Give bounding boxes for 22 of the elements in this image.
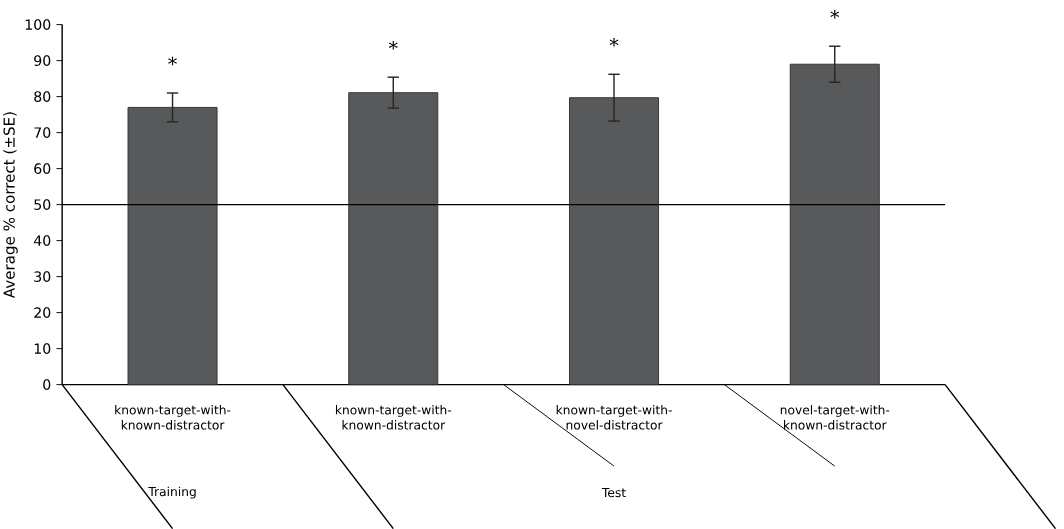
y-tick-label: 90 bbox=[34, 55, 51, 66]
y-tick-label: 80 bbox=[34, 91, 51, 102]
data-label: * bbox=[609, 37, 619, 47]
data-label: * bbox=[388, 40, 398, 50]
y-axis-title: Average % correct (±SE) bbox=[3, 112, 18, 298]
y-tick-label: 50 bbox=[34, 199, 51, 210]
y-tick-label: 60 bbox=[34, 163, 51, 174]
y-tick-label: 30 bbox=[34, 271, 51, 282]
text: Test bbox=[601, 487, 626, 498]
x-tick-label: known-target-with-known-distractor bbox=[335, 404, 452, 430]
data-label: * bbox=[168, 56, 177, 66]
y-tick-label: 20 bbox=[34, 307, 51, 318]
y-tick-label: 100 bbox=[25, 19, 51, 30]
x-tick-label: known-target-with-known-distractor bbox=[115, 404, 231, 430]
text: Training bbox=[148, 486, 196, 499]
y-tick-label: 40 bbox=[33, 235, 51, 246]
y-tick-label: 70 bbox=[34, 127, 51, 138]
y-tick-label: 0 bbox=[43, 379, 51, 390]
y-tick-label: 10 bbox=[34, 343, 51, 354]
x-tick-label: known-target-with-novel-distractor bbox=[556, 404, 672, 430]
data-label: * bbox=[830, 9, 840, 19]
x-tick-label: novel-target-with-known-distractor bbox=[780, 404, 890, 430]
